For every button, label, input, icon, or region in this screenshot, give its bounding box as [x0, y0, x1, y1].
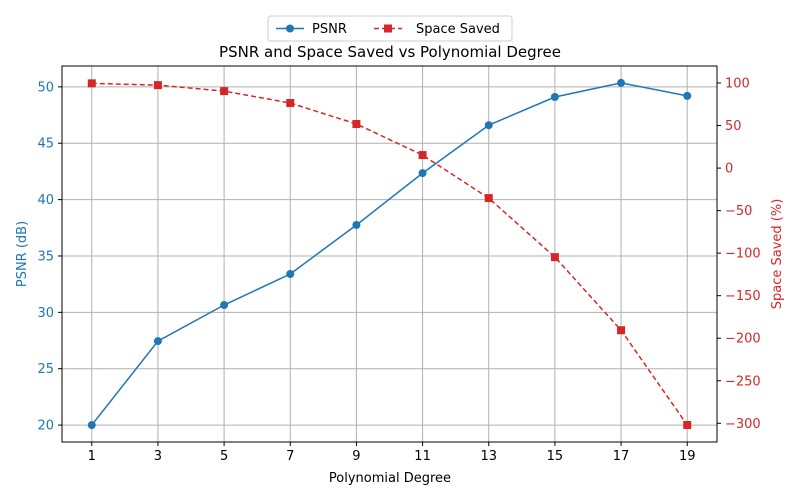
- x-tick-label: 19: [679, 449, 696, 464]
- psnr-line: [91, 82, 688, 426]
- x-tick-label: 15: [547, 449, 564, 464]
- space-saved-point: [87, 79, 96, 88]
- y-right-tick-label: −150: [725, 289, 761, 304]
- legend-psnr-label: PSNR: [312, 22, 347, 37]
- x-tick-label: 3: [154, 449, 162, 464]
- y-left-tick-label: 20: [37, 419, 54, 434]
- legend-psnr-marker: [286, 24, 294, 33]
- x-tick-label: 7: [286, 449, 294, 464]
- y-right-tick-label: 100: [725, 77, 750, 92]
- y-left-tick-label: 50: [37, 80, 54, 95]
- psnr-point: [418, 169, 427, 178]
- space-saved-point: [418, 151, 427, 160]
- y-right-tick-label: 0: [725, 162, 733, 177]
- x-tick-label: 13: [480, 449, 497, 464]
- space-saved-point: [286, 99, 295, 108]
- y-axis-right-label: Space Saved (%): [770, 199, 785, 310]
- space-saved-point: [550, 253, 559, 262]
- psnr-point: [484, 121, 493, 130]
- legend-space-saved-label: Space Saved: [416, 22, 500, 37]
- plot-frame: [61, 65, 718, 443]
- y-right-tick-label: −300: [725, 417, 761, 432]
- psnr-point: [683, 91, 692, 100]
- y-right-tick-label: −250: [725, 374, 761, 389]
- x-tick-label: 9: [352, 449, 360, 464]
- y-left-tick-label: 30: [37, 306, 54, 321]
- chart-title: PSNR and Space Saved vs Polynomial Degre…: [219, 43, 561, 61]
- x-tick-label: 5: [220, 449, 228, 464]
- x-tick-label: 17: [613, 449, 630, 464]
- y-left-tick-label: 45: [37, 137, 54, 152]
- psnr-point: [286, 270, 295, 279]
- y-right-tick-label: −50: [725, 204, 752, 219]
- y-left-tick-label: 35: [37, 249, 54, 264]
- psnr-point: [550, 93, 559, 102]
- space-saved-point: [484, 194, 493, 203]
- space-saved-point: [683, 420, 692, 429]
- y-left-tick-label: 40: [37, 193, 54, 208]
- psnr-point: [153, 337, 162, 346]
- x-tick-label: 11: [414, 449, 431, 464]
- x-tick-label: 1: [88, 449, 96, 464]
- x-axis-label: Polynomial Degree: [329, 471, 451, 486]
- y-right-tick-label: 50: [725, 119, 742, 134]
- y-axis-left-label: PSNR (dB): [15, 221, 30, 287]
- y-right-tick-label: −100: [725, 247, 761, 262]
- space-saved-point: [153, 81, 162, 90]
- legend-space-saved-marker: [384, 24, 392, 33]
- y-left-tick-label: 25: [37, 362, 54, 377]
- psnr-point: [87, 421, 96, 430]
- psnr-point: [352, 220, 361, 229]
- legend: PSNR Space Saved: [267, 15, 513, 42]
- y-right-tick-label: −200: [725, 332, 761, 347]
- space-saved-point: [352, 120, 361, 129]
- space-saved-point: [220, 87, 229, 96]
- space-saved-line: [91, 82, 688, 426]
- psnr-point: [220, 301, 229, 310]
- psnr-point: [617, 78, 626, 87]
- space-saved-point: [617, 326, 626, 335]
